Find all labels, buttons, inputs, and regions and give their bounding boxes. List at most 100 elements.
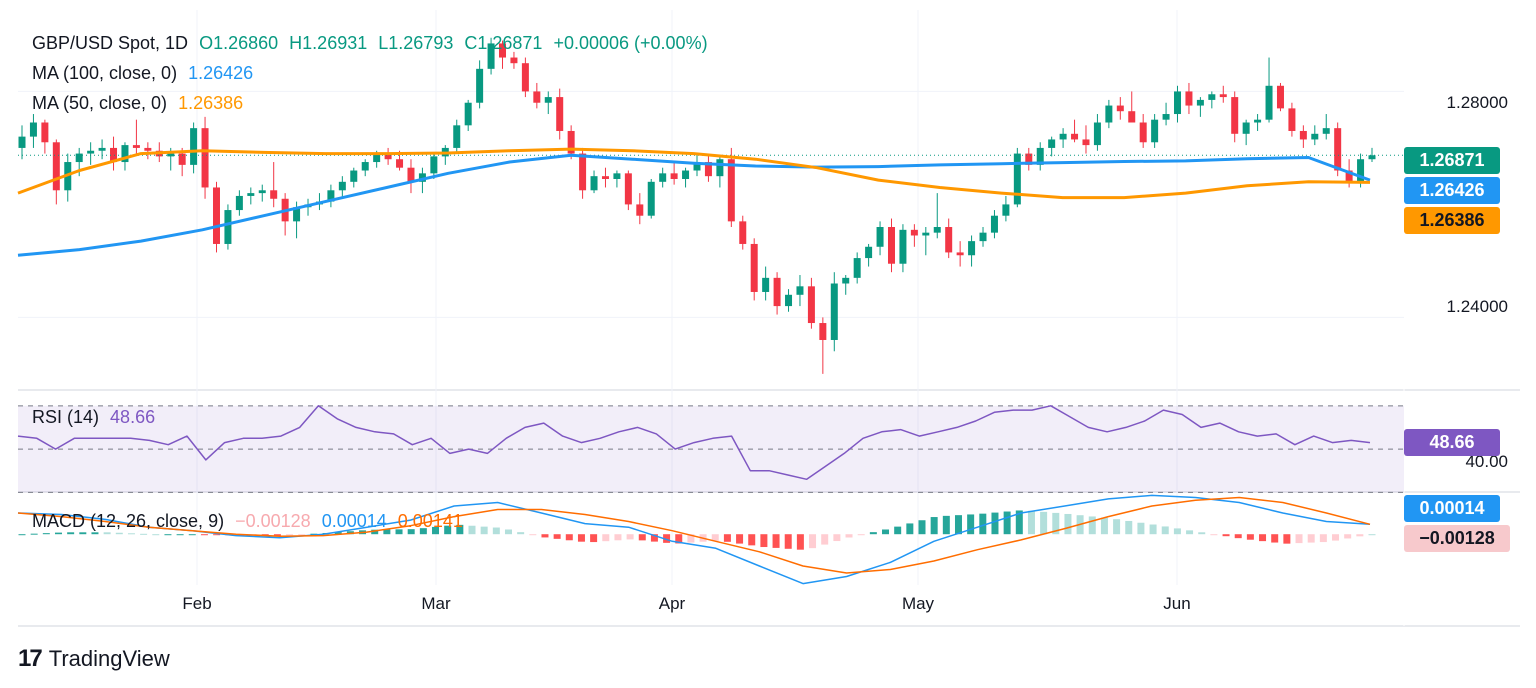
candle-body xyxy=(1139,122,1147,143)
macd-histogram-bar xyxy=(286,534,294,536)
macd-histogram-bar xyxy=(979,513,987,535)
macd-histogram-bar xyxy=(188,534,196,536)
rsi-line xyxy=(17,405,1371,481)
candle-body xyxy=(1162,114,1170,120)
candle-body xyxy=(796,286,804,295)
candle-body xyxy=(338,181,346,191)
macd-histogram-bar xyxy=(894,526,902,535)
candle-body xyxy=(693,162,701,171)
macd-histogram-bar xyxy=(1222,534,1230,537)
macd-histogram-bar xyxy=(504,529,512,535)
macd-histogram-bar xyxy=(1113,519,1121,535)
candle-body xyxy=(544,97,552,103)
rsi-label: RSI (14) xyxy=(32,407,100,427)
candle-body xyxy=(464,102,472,126)
candle-body xyxy=(258,190,266,194)
candle-body xyxy=(1345,170,1353,182)
macd-histogram-bar xyxy=(1295,534,1303,544)
candle-body xyxy=(201,128,209,188)
macd-histogram-bar xyxy=(1064,513,1072,535)
macd-histogram-bar xyxy=(918,520,926,535)
macd-histogram-bar xyxy=(553,534,561,539)
candle-body xyxy=(1276,85,1284,109)
macd-line xyxy=(17,494,1371,585)
macd-histogram-bar xyxy=(334,532,342,535)
candle-body xyxy=(327,190,335,202)
brand-name: TradingView xyxy=(48,646,170,671)
ma50-line xyxy=(17,147,1371,200)
candle-body xyxy=(624,173,632,205)
macd-histogram-bar xyxy=(1052,512,1060,535)
macd-hist-tag: −0.00128 xyxy=(1404,525,1510,552)
candle-body xyxy=(235,195,243,211)
candle-body xyxy=(933,227,941,233)
macd-histogram-bar xyxy=(1319,534,1327,543)
ma50-value: 1.26386 xyxy=(178,93,244,113)
legend-rsi: RSI (14) 48.66 xyxy=(32,407,161,428)
macd-histogram-bar xyxy=(42,533,50,535)
macd-histogram-bar xyxy=(200,534,208,536)
candle-body xyxy=(716,159,724,177)
macd-histogram-bar xyxy=(456,524,464,535)
macd-histogram-bar xyxy=(298,534,306,536)
candle-body xyxy=(1357,159,1365,182)
candle-body xyxy=(121,145,129,163)
x-tick-label: Mar xyxy=(421,594,451,613)
macd-histogram-bar xyxy=(67,532,75,535)
macd-histogram-bar xyxy=(1137,522,1145,535)
candle-body xyxy=(75,153,83,163)
macd-histogram-bar xyxy=(1027,510,1035,535)
candle-body xyxy=(224,210,232,244)
macd-histogram-bar xyxy=(164,534,172,536)
macd-histogram-bar xyxy=(432,526,440,535)
x-tick-label: Feb xyxy=(182,594,212,613)
candle-body xyxy=(968,241,976,256)
candle-body xyxy=(1128,111,1136,123)
price-chart[interactable] xyxy=(0,0,1536,640)
macd-label: MACD (12, 26, close, 9) xyxy=(32,511,225,531)
candle-body xyxy=(773,277,781,307)
tradingview-brand[interactable]: 17 TradingView xyxy=(18,645,170,673)
x-tick-label: May xyxy=(901,594,935,613)
macd-histogram-bar xyxy=(906,523,914,535)
candle-body xyxy=(98,147,106,151)
candle-body xyxy=(1036,147,1044,165)
macd-histogram-bar xyxy=(784,534,792,549)
candle-body xyxy=(762,277,770,292)
macd-histogram-bar xyxy=(845,534,853,538)
candle-body xyxy=(533,91,541,103)
candle-body xyxy=(350,170,358,182)
candle-body xyxy=(601,176,609,179)
macd-histogram-bar xyxy=(1234,534,1242,539)
candle-body xyxy=(110,147,118,163)
macd-histogram-bar xyxy=(1149,524,1157,535)
ma100-price-tag: 1.26426 xyxy=(1404,177,1500,204)
macd-histogram-bar xyxy=(954,515,962,535)
candle-body xyxy=(373,153,381,163)
candle-body xyxy=(1082,139,1090,146)
candle-body xyxy=(819,323,827,340)
macd-histogram-bar xyxy=(882,529,890,535)
macd-histogram-bar xyxy=(261,534,269,536)
macd-histogram-bar xyxy=(602,534,610,542)
macd-histogram-bar xyxy=(626,534,634,540)
macd-histogram-bar xyxy=(821,534,829,545)
macd-histogram-bar xyxy=(942,515,950,535)
macd-histogram-bar xyxy=(1161,526,1169,535)
rsi-tag: 48.66 xyxy=(1404,429,1500,456)
candle-body xyxy=(1071,133,1079,140)
macd-histogram-bar xyxy=(529,534,537,536)
candle-body xyxy=(132,145,140,148)
candle-body xyxy=(807,286,815,324)
candle-body xyxy=(990,215,998,233)
candle-body xyxy=(476,68,484,103)
candle-body xyxy=(1299,130,1307,140)
candle-body xyxy=(1093,122,1101,146)
macd-histogram-bar xyxy=(310,533,318,535)
macd-histogram-bar xyxy=(1088,516,1096,535)
macd-histogram-bar xyxy=(1173,528,1181,535)
candle-body xyxy=(727,159,735,222)
macd-histogram-bar xyxy=(30,533,38,535)
candle-body xyxy=(1185,91,1193,106)
candle-body xyxy=(1265,85,1273,120)
